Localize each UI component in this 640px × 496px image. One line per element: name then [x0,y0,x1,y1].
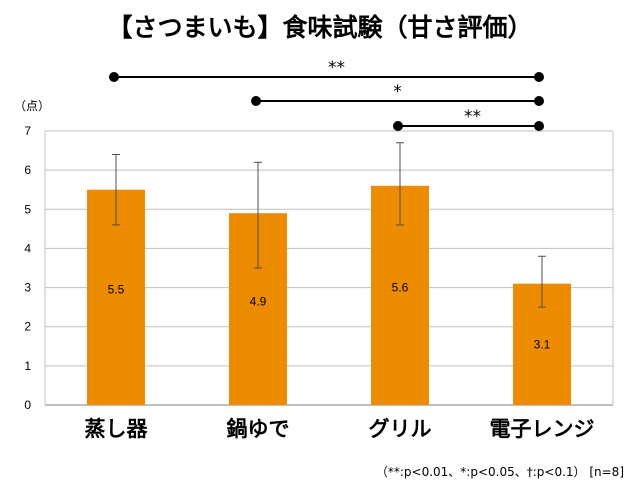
y-tick-label: 7 [24,124,31,138]
data-label: 5.6 [392,281,409,295]
category-label: グリル [369,417,432,441]
category-label: 鍋ゆで [227,417,290,441]
significance-endpoint [393,121,403,131]
chart-title: 【さつまいも】食味試験（甘さ評価） [107,13,532,42]
y-tick-label: 2 [24,320,31,334]
bar [87,189,145,405]
significance-endpoint [534,72,544,82]
data-label: 5.5 [108,283,125,297]
category-label: 電子レンジ [490,417,595,441]
bars [87,185,571,405]
y-axis-unit: （点） [14,99,50,113]
significance-endpoint [251,96,261,106]
y-axis-ticks: 0 1 2 3 4 5 6 7 [24,124,31,412]
significance-brackets: ***** [109,58,544,131]
significance-mark: ** [328,58,345,78]
y-tick-label: 5 [24,202,31,216]
y-tick-label: 4 [24,241,31,255]
y-tick-label: 0 [24,398,31,412]
significance-endpoint [534,121,544,131]
category-labels: 蒸し器 鍋ゆで グリル 電子レンジ [85,417,595,441]
significance-mark: * [393,82,402,102]
y-tick-label: 1 [24,359,31,373]
footnote: （**:p<0.01、*:p<0.05、†:p<0.1） [n=8] [376,465,624,479]
y-tick-label: 6 [24,163,31,177]
data-label: 3.1 [534,338,551,352]
significance-mark: ** [464,107,481,127]
data-labels: 5.5 4.9 5.6 3.1 [108,281,551,352]
y-tick-label: 3 [24,281,31,295]
data-label: 4.9 [250,294,267,308]
significance-endpoint [534,96,544,106]
error-bars [112,142,546,308]
category-label: 蒸し器 [85,417,149,441]
significance-endpoint [109,72,119,82]
